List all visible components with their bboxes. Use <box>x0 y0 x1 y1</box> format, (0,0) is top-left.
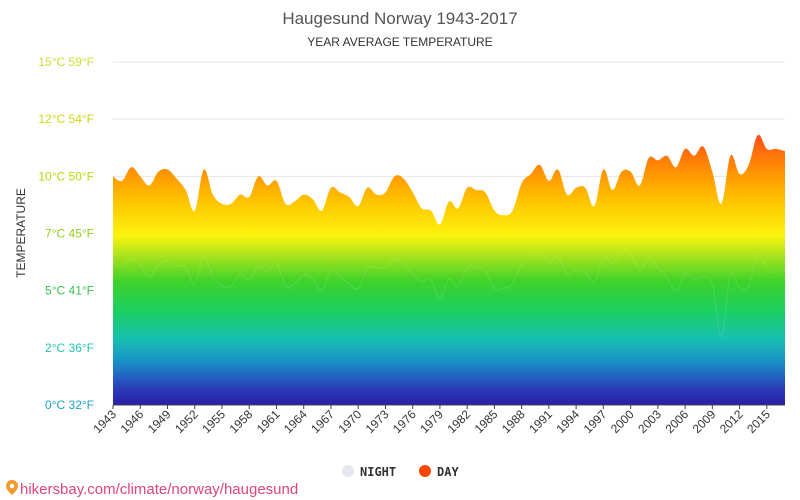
x-tick-label: 1997 <box>581 407 610 436</box>
y-tick-label: 15°C 59°F <box>38 55 94 69</box>
series-areas <box>112 134 786 405</box>
legend-day-marker <box>419 465 431 477</box>
x-tick-label: 1955 <box>199 407 228 436</box>
legend-item-day[interactable]: DAY <box>419 465 459 479</box>
x-tick-label: 1964 <box>281 407 310 436</box>
x-tick-label: 1952 <box>172 407 201 436</box>
x-axis-ticks: 1943194619491952195519581961196419671970… <box>90 405 773 436</box>
source-link[interactable]: hikersbay.com/climate/norway/haugesund <box>6 480 298 498</box>
legend-night-label: NIGHT <box>360 465 396 479</box>
series-area-night <box>113 250 785 405</box>
x-tick-label: 1979 <box>417 407 446 436</box>
x-tick-label: 1991 <box>526 407 555 436</box>
x-tick-label: 1988 <box>499 407 528 436</box>
legend: NIGHT DAY <box>342 465 459 479</box>
x-tick-label: 2003 <box>635 407 664 436</box>
x-tick-label: 2009 <box>690 407 719 436</box>
legend-item-night[interactable]: NIGHT <box>342 465 396 479</box>
x-tick-label: 1943 <box>90 407 119 436</box>
y-tick-label: 0°C 32°F <box>45 398 94 412</box>
chart-subtitle: YEAR AVERAGE TEMPERATURE <box>307 35 492 49</box>
y-axis-ticks: 0°C 32°F 2°C 36°F 5°C 41°F 7°C 45°F 10°C 50°… <box>38 55 94 412</box>
legend-day-label: DAY <box>437 465 459 479</box>
y-tick-label: 10°C 50°F <box>38 169 94 183</box>
x-tick-label: 1967 <box>308 407 337 436</box>
x-tick-label: 1994 <box>553 407 582 436</box>
x-tick-label: 1949 <box>145 407 174 436</box>
x-tick-label: 1961 <box>254 407 283 436</box>
x-tick-label: 1976 <box>390 407 419 436</box>
x-tick-label: 2015 <box>744 407 773 436</box>
y-tick-label: 7°C 45°F <box>45 227 94 241</box>
x-tick-label: 1985 <box>472 407 501 436</box>
x-tick-label: 1946 <box>118 407 147 436</box>
x-tick-label: 2000 <box>608 407 637 436</box>
y-tick-label: 2°C 36°F <box>45 341 94 355</box>
x-tick-label: 1958 <box>227 407 256 436</box>
legend-night-marker <box>342 465 354 477</box>
map-pin-icon <box>6 480 18 495</box>
x-tick-label: 2006 <box>662 407 691 436</box>
x-tick-label: 2012 <box>717 407 746 436</box>
x-tick-label: 1982 <box>445 407 474 436</box>
chart-title: Haugesund Norway 1943-2017 <box>282 9 517 28</box>
x-tick-label: 1973 <box>363 407 392 436</box>
series-line-night <box>112 250 786 337</box>
source-url: hikersbay.com/climate/norway/haugesund <box>20 481 298 498</box>
x-tick-label: 1970 <box>336 407 365 436</box>
y-axis-label: TEMPERATURE <box>14 188 28 278</box>
y-tick-label: 12°C 54°F <box>38 112 94 126</box>
y-tick-label: 5°C 41°F <box>45 284 94 298</box>
